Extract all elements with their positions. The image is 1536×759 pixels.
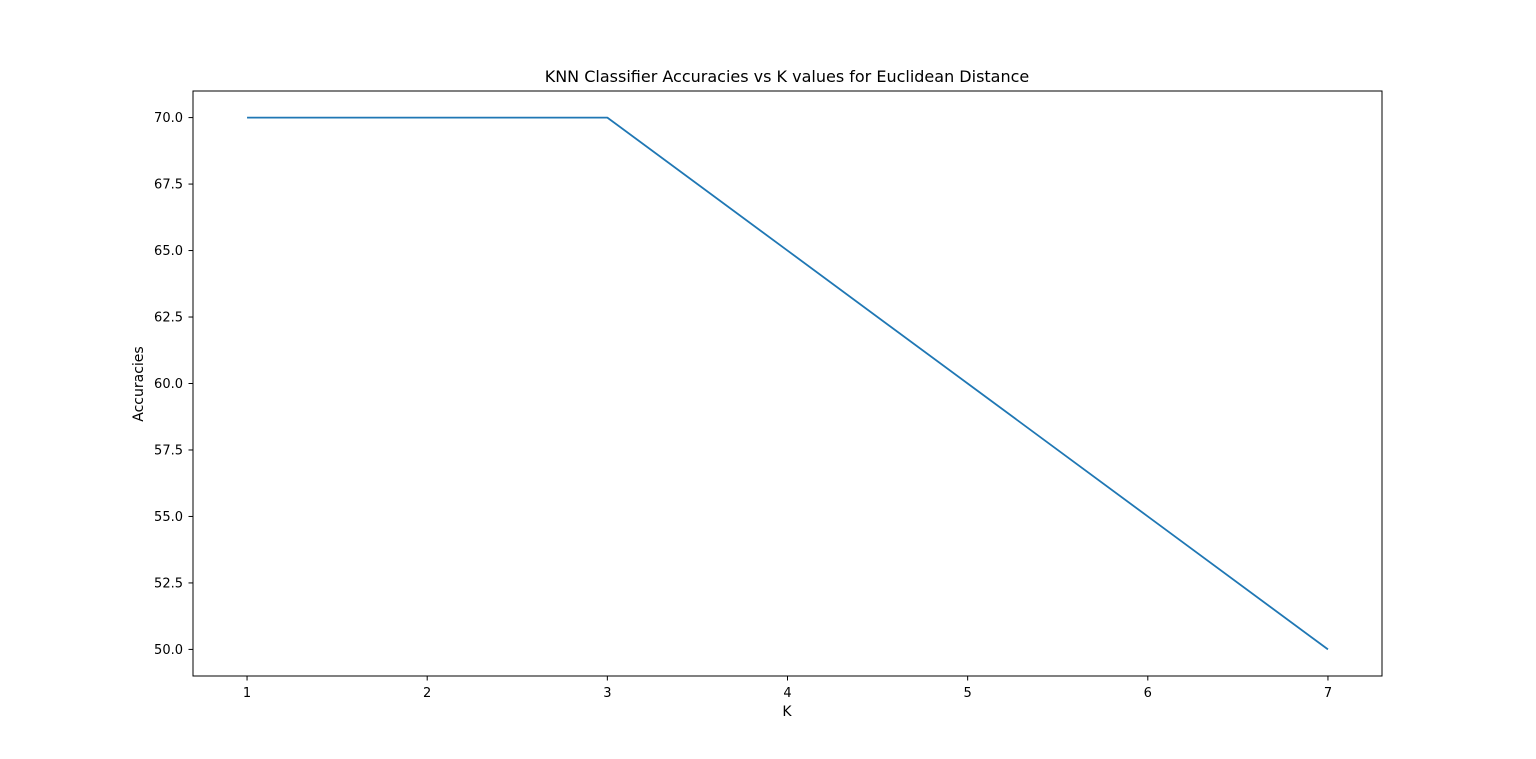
x-tick-label: 4 [783, 686, 791, 701]
x-tick-label: 3 [603, 686, 611, 701]
y-tick-label: 50.0 [154, 643, 183, 658]
y-tick-label: 62.5 [154, 311, 183, 326]
y-tick-label: 52.5 [154, 576, 183, 591]
x-tick-label: 5 [964, 686, 972, 701]
y-tick-label: 70.0 [154, 111, 183, 126]
y-tick-label: 67.5 [154, 178, 183, 193]
y-axis-label: Accuracies [131, 346, 147, 421]
x-axis-label: K [782, 704, 792, 720]
x-tick-label: 6 [1144, 686, 1152, 701]
x-tick-label: 7 [1324, 686, 1332, 701]
x-tick-label: 1 [243, 686, 251, 701]
y-tick-label: 57.5 [154, 443, 183, 458]
y-tick-label: 55.0 [154, 510, 183, 525]
y-tick-label: 65.0 [154, 244, 183, 259]
chart-title: KNN Classifier Accuracies vs K values fo… [545, 67, 1030, 86]
plot-area: 1 2 3 4 5 6 7 50.0 52.5 55.0 57.5 60.0 62.5 65.0 67.5 7… [154, 90, 1383, 701]
y-tick-label: 60.0 [154, 377, 183, 392]
series-line-0 [247, 116, 1329, 651]
x-tick-label: 2 [423, 686, 431, 701]
